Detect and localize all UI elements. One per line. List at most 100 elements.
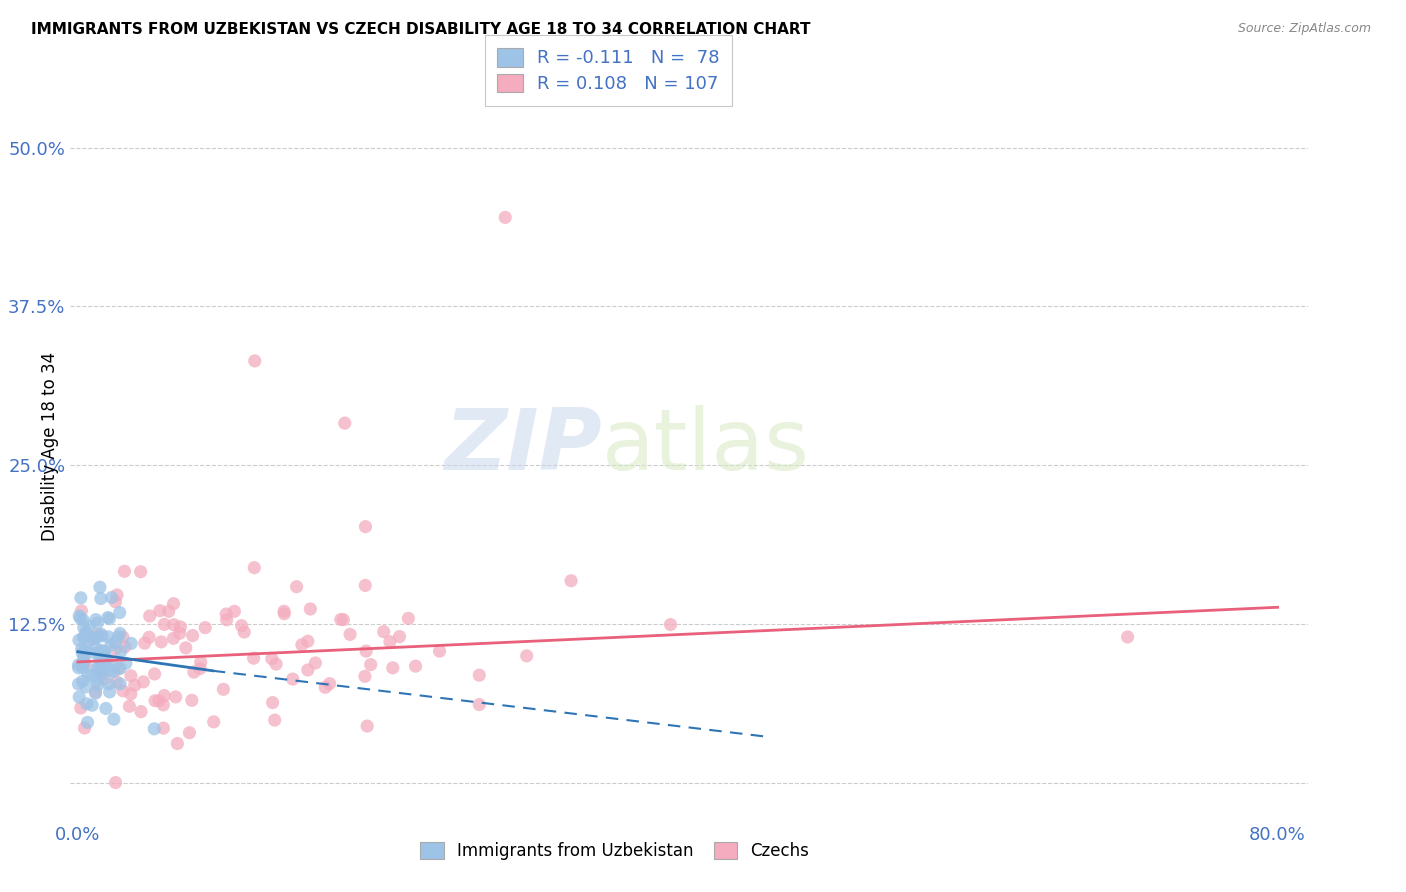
Point (97, 610, 120, 624)
Text: ZIP: ZIP (444, 404, 602, 488)
Point (181, 629, 204, 643)
Point (90, 643, 112, 657)
Point (233, 625, 256, 640)
Point (163, 617, 186, 632)
Point (94, 701, 117, 715)
Point (70, 646, 93, 660)
Point (332, 613, 354, 627)
Point (75, 657, 97, 672)
Point (100, 638, 122, 652)
Point (264, 657, 287, 671)
Point (72, 613, 94, 627)
Point (108, 661, 131, 675)
Point (103, 659, 125, 673)
Point (153, 689, 176, 703)
Point (69, 701, 91, 715)
Point (98, 612, 121, 626)
Point (152, 721, 174, 735)
Point (69, 611, 91, 625)
Point (93, 650, 115, 665)
Point (262, 696, 284, 710)
Point (396, 611, 419, 625)
Point (360, 657, 382, 672)
Point (215, 607, 238, 621)
Text: atlas: atlas (602, 404, 810, 488)
Point (103, 665, 125, 679)
Point (103, 712, 125, 726)
Point (94, 652, 117, 666)
Point (82, 698, 104, 713)
Point (93, 646, 115, 660)
Point (114, 564, 136, 578)
Point (86, 661, 108, 675)
Point (93, 644, 115, 658)
Point (429, 644, 451, 658)
Point (110, 644, 132, 658)
Point (73, 649, 96, 664)
Point (72, 631, 94, 645)
Point (297, 634, 319, 648)
Point (90, 627, 112, 641)
Point (107, 662, 129, 676)
Point (224, 604, 246, 618)
Point (132, 674, 155, 689)
Point (405, 659, 427, 673)
Point (84, 647, 107, 661)
Point (77, 667, 100, 681)
Point (76, 629, 98, 643)
Point (70, 642, 93, 657)
Point (76, 697, 98, 711)
Point (111, 684, 134, 698)
Point (75, 680, 97, 694)
Point (84, 632, 107, 646)
Point (494, 211, 516, 225)
Point (98, 685, 121, 699)
Point (67, 661, 90, 675)
Point (314, 681, 336, 695)
Point (91, 659, 114, 673)
Point (153, 617, 176, 632)
Point (118, 699, 141, 714)
Point (90, 665, 112, 679)
Point (188, 661, 211, 675)
Point (169, 620, 191, 634)
Point (202, 714, 225, 729)
Point (75, 624, 97, 639)
Point (84, 686, 107, 700)
Point (87, 661, 110, 675)
Point (138, 630, 160, 644)
Point (190, 655, 212, 669)
Point (76, 715, 98, 730)
Point (138, 609, 160, 624)
Point (82, 632, 104, 646)
Point (212, 682, 235, 697)
Point (148, 693, 170, 707)
Point (120, 687, 142, 701)
Point (104, 775, 127, 789)
Point (468, 698, 491, 712)
Point (72, 674, 94, 689)
Point (91, 657, 114, 671)
Point (297, 663, 319, 677)
Point (378, 634, 401, 648)
Point (152, 698, 174, 712)
Point (80, 632, 103, 647)
Point (67, 690, 90, 704)
Point (273, 604, 295, 618)
Point (67, 677, 90, 691)
Point (107, 630, 129, 644)
Point (129, 705, 152, 719)
Point (84, 630, 107, 644)
Point (166, 737, 188, 751)
Point (165, 690, 187, 704)
Point (105, 588, 128, 602)
Point (157, 604, 180, 618)
Point (75, 641, 97, 656)
Point (97, 630, 120, 644)
Point (90, 647, 112, 661)
Point (75, 644, 97, 658)
Point (104, 595, 127, 609)
Point (162, 597, 184, 611)
Point (180, 693, 202, 707)
Point (143, 667, 166, 681)
